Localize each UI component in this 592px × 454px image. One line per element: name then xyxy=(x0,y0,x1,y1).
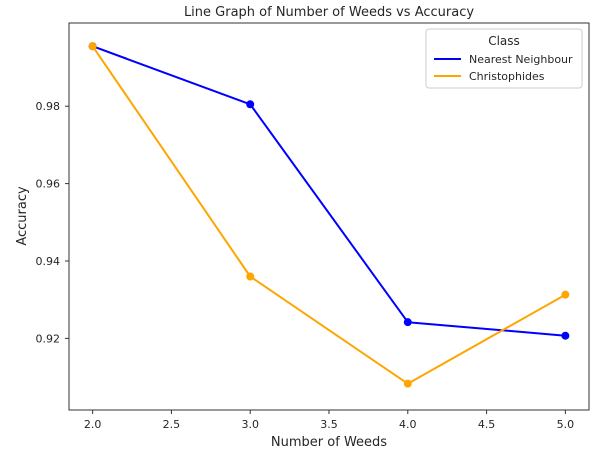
x-axis-ticks: 2.0 2.5 3.0 3.5 4.0 4.5 5.0 xyxy=(84,410,574,431)
data-point-nearest-neighbour xyxy=(403,318,412,327)
series-layer xyxy=(88,42,570,388)
y-tick-label: 0.96 xyxy=(36,178,61,191)
y-axis-ticks: 0.92 0.94 0.96 0.98 xyxy=(36,100,69,345)
x-tick-label: 4.5 xyxy=(478,418,496,431)
y-tick-label: 0.92 xyxy=(36,332,61,345)
y-tick-label: 0.94 xyxy=(36,255,61,268)
series-line-nearest-neighbour xyxy=(92,45,566,337)
data-point-christophides xyxy=(561,290,570,299)
x-tick-label: 4.0 xyxy=(399,418,417,431)
data-point-christophides xyxy=(403,379,412,388)
legend: Class Nearest Neighbour Christophides xyxy=(425,28,583,89)
x-tick-label: 2.5 xyxy=(163,418,181,431)
y-axis-label: Accuracy xyxy=(15,186,30,246)
data-point-nearest-neighbour xyxy=(561,331,570,340)
legend-title: Class xyxy=(488,34,520,48)
data-point-christophides xyxy=(246,272,255,281)
x-tick-label: 2.0 xyxy=(84,418,102,431)
x-tick-label: 5.0 xyxy=(557,418,575,431)
x-axis-label: Number of Weeds xyxy=(271,435,387,450)
x-tick-label: 3.5 xyxy=(320,418,338,431)
data-point-christophides xyxy=(88,42,97,51)
x-tick-label: 3.0 xyxy=(241,418,259,431)
legend-box xyxy=(425,28,583,89)
legend-label-christophides: Christophides xyxy=(469,70,545,83)
chart-title: Line Graph of Number of Weeds vs Accurac… xyxy=(184,5,474,20)
data-point-nearest-neighbour xyxy=(246,100,255,109)
series-line-christophides xyxy=(91,45,566,385)
legend-label-nearest-neighbour: Nearest Neighbour xyxy=(469,53,573,66)
y-tick-label: 0.98 xyxy=(36,100,61,113)
